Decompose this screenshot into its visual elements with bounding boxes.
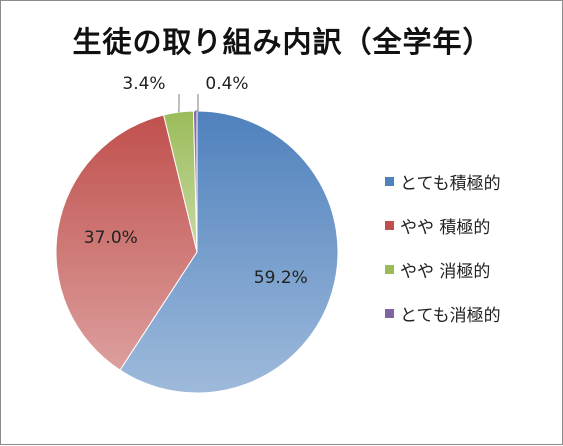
- legend-swatch: [385, 308, 394, 318]
- chart-title: 生徒の取り組み内訳（全学年）: [72, 25, 493, 59]
- legend-label: やや 消極的: [400, 261, 491, 282]
- legend-item: とても積極的: [385, 159, 501, 203]
- legend-item: やや 消極的: [385, 247, 501, 291]
- leader-line: [177, 94, 180, 113]
- legend-item: とても消極的: [385, 291, 501, 335]
- legend-label: やや 積極的: [400, 217, 491, 238]
- legend: とても積極的 やや 積極的 やや 消極的 とても消極的: [385, 159, 501, 335]
- legend-label: とても消極的: [400, 305, 501, 326]
- legend-label: とても積極的: [400, 173, 501, 194]
- data-label: 37.0%: [84, 228, 138, 248]
- data-label: 0.4%: [205, 74, 248, 94]
- pie-slice: [119, 110, 339, 394]
- pie-slice: [55, 114, 198, 371]
- legend-swatch: [385, 176, 394, 186]
- data-label: 59.2%: [254, 268, 308, 288]
- leader-line: [195, 94, 199, 112]
- legend-item: やや 積極的: [385, 203, 501, 247]
- legend-swatch: [385, 264, 394, 274]
- data-label: 3.4%: [122, 74, 165, 94]
- legend-swatch: [385, 220, 394, 230]
